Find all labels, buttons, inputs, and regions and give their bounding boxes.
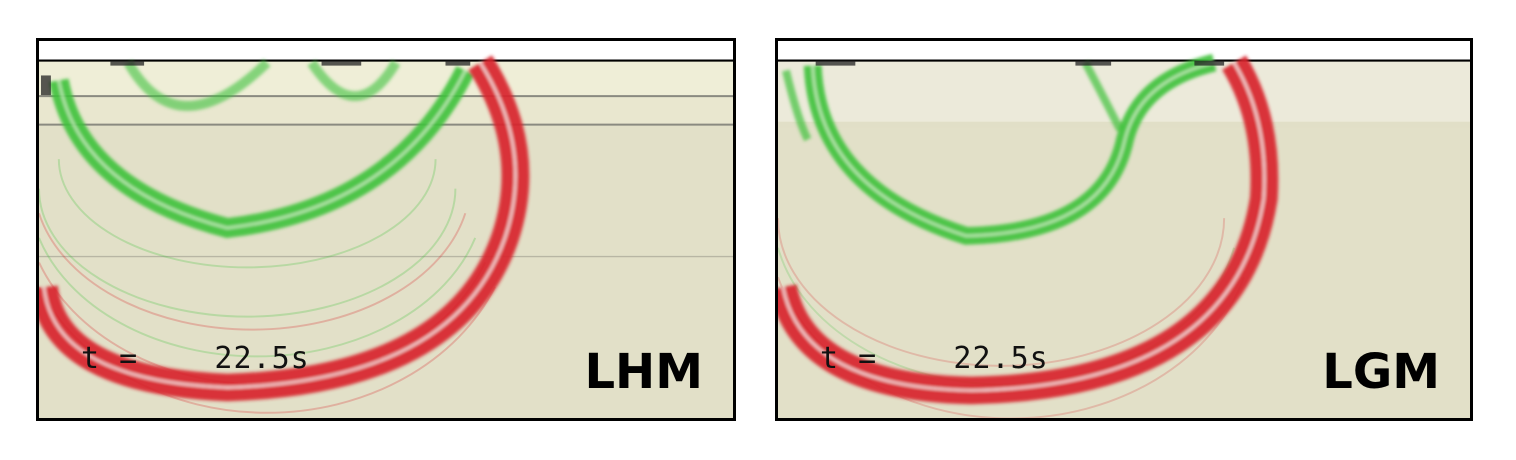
model-label: LGM [1322, 344, 1440, 400]
lgm-wavefield-image [778, 41, 1470, 418]
time-label: t = 22.5s [820, 341, 1049, 376]
lhm-wavefield-panel: t = 22.5s LHM [36, 38, 736, 421]
time-label: t = 22.5s [81, 341, 310, 376]
lgm-wavefield-panel: t = 22.5s LGM [775, 38, 1473, 421]
lhm-wavefield-image [39, 41, 733, 414]
model-label: LHM [584, 344, 703, 400]
